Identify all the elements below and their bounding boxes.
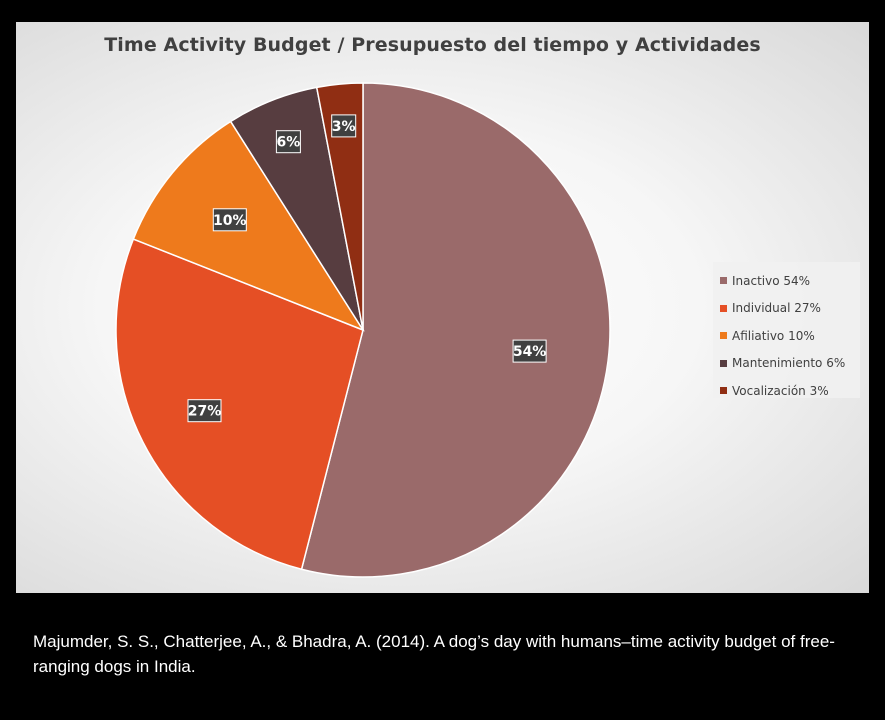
- pie-slice-afiliativo: [132, 120, 365, 332]
- legend-swatch: [720, 359, 727, 367]
- citation-text: Majumder, S. S., Chatterjee, A., & Bhadr…: [33, 632, 835, 676]
- data-label-text: 54%: [513, 344, 547, 360]
- data-label-box: [187, 399, 222, 423]
- legend-label: Afiliativo 10%: [732, 328, 815, 343]
- legend-label: Vocalización 3%: [732, 383, 829, 398]
- chart-legend: Inactivo 54% Individual 27% Afiliativo 10%…: [713, 262, 860, 398]
- legend-label: Individual 27%: [732, 301, 821, 316]
- data-label-afiliativo: 10%: [212, 208, 247, 232]
- data-label-mantenimiento: 6%: [275, 130, 301, 154]
- legend-label: Inactivo 54%: [732, 273, 811, 288]
- pie-slice-inactivo: [300, 82, 611, 578]
- chart-title: Time Activity Budget / Presupuesto del t…: [104, 34, 761, 56]
- data-label-individual: 27%: [187, 399, 222, 423]
- pie-slice-vocalizacion: [315, 82, 364, 331]
- data-label-text: 10%: [213, 213, 247, 229]
- pie-chart: 54% 27% 10% 6% 3%: [115, 82, 611, 578]
- legend-item-individual: Individual 27%: [720, 295, 860, 323]
- legend-swatch: [720, 277, 727, 285]
- data-label-box: [275, 130, 301, 154]
- legend-swatch: [720, 304, 727, 312]
- legend-item-inactivo: Inactivo 54%: [720, 267, 860, 295]
- data-label-box: [212, 208, 247, 232]
- pie-slice-individual: [115, 238, 364, 571]
- data-label-box: [512, 339, 547, 363]
- data-label-text: 3%: [332, 119, 356, 135]
- legend-label: Mantenimiento 6%: [732, 356, 846, 371]
- data-label-inactivo: 54%: [512, 339, 547, 363]
- legend-item-vocalizacion: Vocalización 3%: [720, 377, 860, 405]
- data-label-text: 27%: [188, 404, 222, 420]
- legend-swatch: [720, 332, 727, 340]
- legend-swatch: [720, 387, 727, 395]
- data-label-box: [331, 114, 357, 138]
- data-label-text: 6%: [277, 135, 301, 151]
- legend-item-afiliativo: Afiliativo 10%: [720, 322, 860, 350]
- chart-panel: 54% 27% 10% 6% 3% Time Activity Budget / Pre…: [16, 22, 869, 593]
- data-label-vocalizacion: 3%: [331, 114, 357, 138]
- legend-item-mantenimiento: Mantenimiento 6%: [720, 350, 860, 378]
